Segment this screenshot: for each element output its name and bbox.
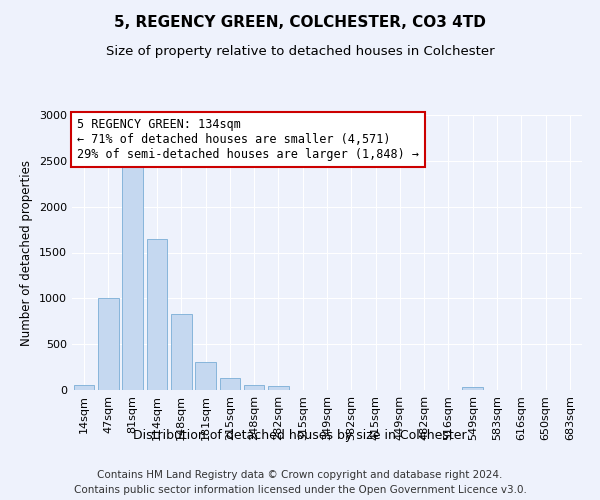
Text: Size of property relative to detached houses in Colchester: Size of property relative to detached ho… — [106, 45, 494, 58]
Bar — [195, 362, 216, 390]
Bar — [171, 314, 191, 390]
Bar — [74, 384, 94, 390]
Text: Distribution of detached houses by size in Colchester: Distribution of detached houses by size … — [133, 428, 467, 442]
Bar — [463, 387, 483, 390]
Text: Contains public sector information licensed under the Open Government Licence v3: Contains public sector information licen… — [74, 485, 526, 495]
Text: Contains HM Land Registry data © Crown copyright and database right 2024.: Contains HM Land Registry data © Crown c… — [97, 470, 503, 480]
Bar — [98, 298, 119, 390]
Bar — [244, 386, 265, 390]
Text: 5, REGENCY GREEN, COLCHESTER, CO3 4TD: 5, REGENCY GREEN, COLCHESTER, CO3 4TD — [114, 15, 486, 30]
Bar — [220, 378, 240, 390]
Text: 5 REGENCY GREEN: 134sqm
← 71% of detached houses are smaller (4,571)
29% of semi: 5 REGENCY GREEN: 134sqm ← 71% of detache… — [77, 118, 419, 161]
Bar — [122, 166, 143, 390]
Bar — [268, 386, 289, 390]
Y-axis label: Number of detached properties: Number of detached properties — [20, 160, 34, 346]
Bar — [146, 239, 167, 390]
